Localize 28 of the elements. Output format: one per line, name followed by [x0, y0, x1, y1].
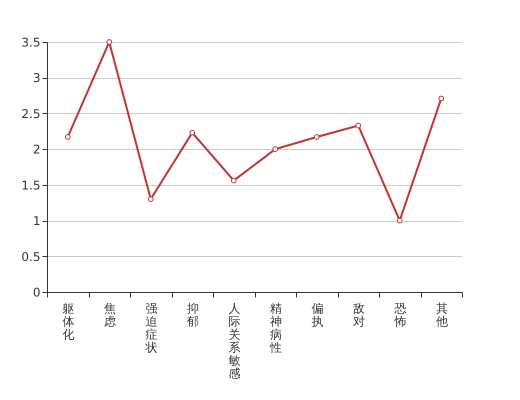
point [106, 39, 112, 45]
point [314, 134, 320, 140]
y-tick-label: 0.5 [21, 250, 40, 264]
y-tick-label: 1.5 [21, 178, 40, 192]
y-tick-label: 2.5 [21, 106, 40, 121]
x-tick-label: 躯体化 [62, 302, 74, 342]
y-tick-label: 1 [32, 214, 40, 228]
point [272, 146, 278, 152]
y-tick-label: 3 [32, 71, 40, 86]
point [230, 178, 237, 184]
x-tick-label: 焦虑 [104, 302, 116, 328]
x-tick-label: 其他 [436, 302, 448, 328]
x-tick-label: 偏执 [311, 302, 324, 328]
point [355, 122, 362, 128]
x-tick-label: 敌对 [352, 302, 365, 328]
x-tick-label: 人际关系敏感 [228, 302, 240, 380]
x-tick-label: 强迫症状 [144, 302, 158, 354]
y-tick-label: 3.5 [21, 36, 40, 50]
y-tick-label: 0 [32, 286, 40, 300]
point [438, 96, 444, 102]
point [189, 130, 196, 136]
y-tick-label: 2 [32, 142, 40, 157]
x-tick-label: 精神病性 [268, 302, 282, 354]
point [64, 134, 71, 140]
x-tick-label: 恐怖 [393, 302, 406, 328]
x-tick-label: 抑郁 [186, 302, 199, 328]
point [148, 196, 154, 202]
point [396, 218, 403, 224]
